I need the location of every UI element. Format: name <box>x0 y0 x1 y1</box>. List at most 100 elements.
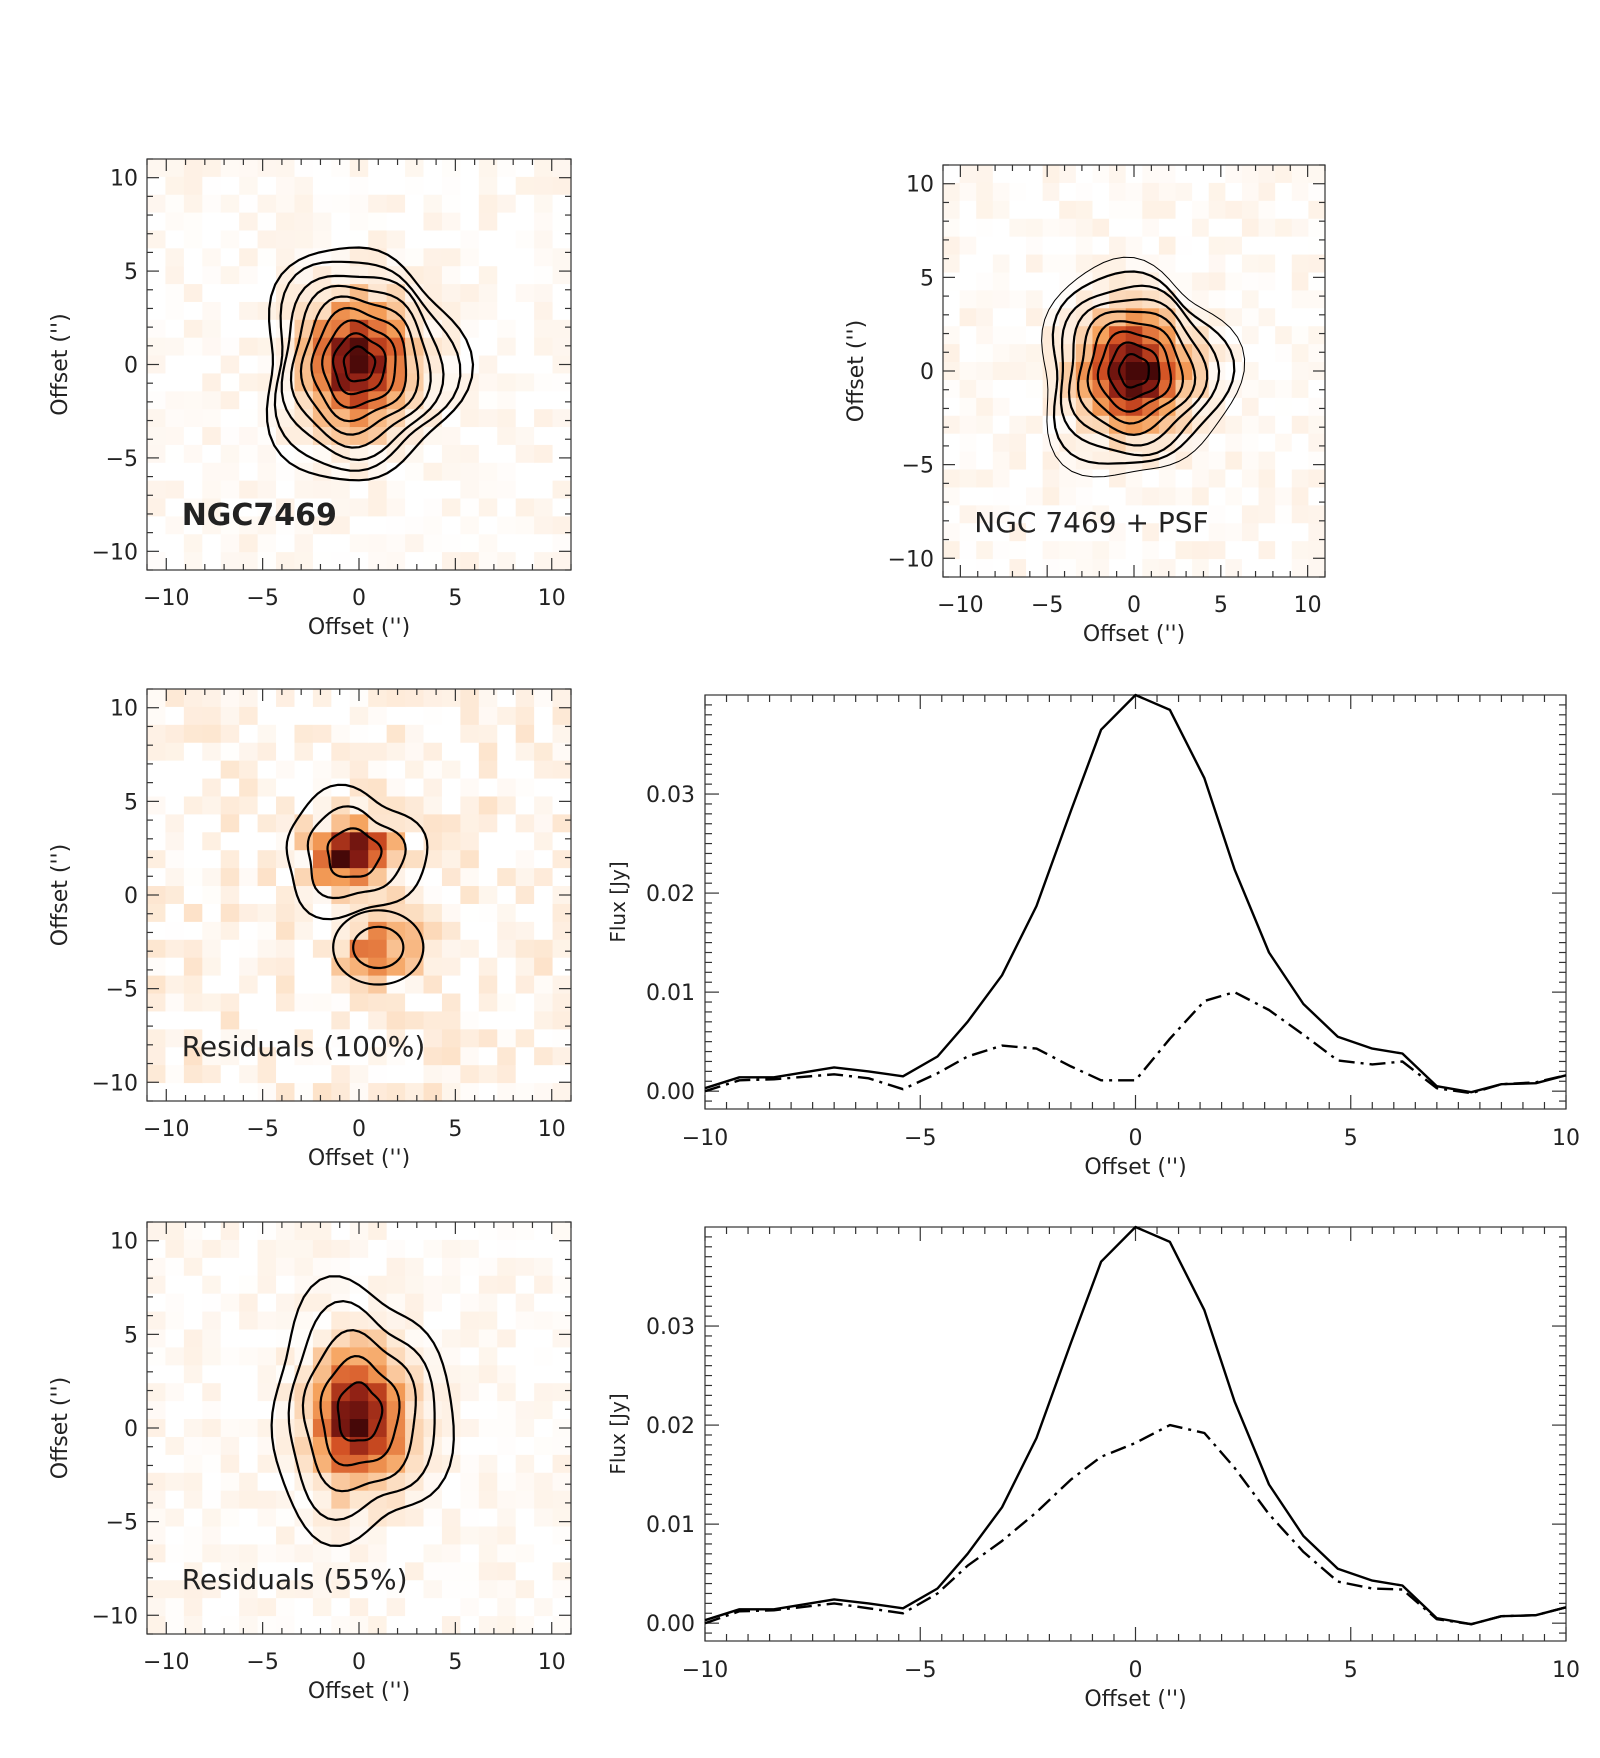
heatmap-cell <box>1275 523 1293 542</box>
heatmap-cell <box>1225 523 1243 542</box>
heatmap-cell <box>331 1347 351 1366</box>
heatmap-cell <box>460 850 480 869</box>
heatmap-cell <box>534 1544 554 1563</box>
heatmap-cell <box>441 230 461 249</box>
heatmap-cell <box>202 939 222 959</box>
heatmap-cell <box>478 832 498 851</box>
heatmap-cell <box>1241 308 1260 327</box>
heatmap-cell <box>405 1047 425 1066</box>
heatmap-cell <box>220 778 240 798</box>
heatmap-cell <box>331 1383 351 1402</box>
series-line-profile <box>704 1225 1567 1626</box>
heatmap-cell <box>959 272 977 291</box>
heatmap-cell <box>312 1011 332 1030</box>
heatmap-cell <box>1175 362 1193 381</box>
heatmap-cell <box>1092 326 1110 345</box>
heatmap-cell <box>943 433 961 453</box>
heatmap-cell <box>294 1347 314 1366</box>
heatmap-cell <box>368 689 388 708</box>
heatmap-cell <box>147 1275 167 1295</box>
heatmap-cell <box>257 975 277 995</box>
heatmap-cell <box>386 921 406 941</box>
heatmap-cell <box>1125 218 1143 238</box>
heatmap-cell <box>1092 559 1110 578</box>
heatmap-cell <box>257 1454 277 1474</box>
heatmap-cell <box>1241 182 1260 202</box>
y-tick-label: −10 <box>92 1604 138 1629</box>
heatmap-cell <box>147 1454 167 1474</box>
heatmap-cell <box>515 212 535 232</box>
heatmap-cell <box>239 1401 259 1420</box>
heatmap-cell <box>478 373 498 392</box>
heatmap-cell <box>423 975 443 995</box>
heatmap-cell <box>423 1401 443 1420</box>
heatmap-cell <box>1225 200 1243 220</box>
heatmap-cell <box>497 868 517 887</box>
heatmap-cell <box>478 355 498 375</box>
heatmap-cell <box>386 444 406 464</box>
heatmap-cell <box>202 337 222 357</box>
heatmap-cell <box>165 939 185 959</box>
heatmap-cell <box>1225 218 1243 238</box>
heatmap-cell <box>478 921 498 941</box>
heatmap-cell <box>147 1029 167 1048</box>
heatmap-cell <box>1225 272 1243 291</box>
heatmap-cell <box>1075 523 1094 542</box>
heatmap-cell <box>423 1239 443 1259</box>
heatmap-cell <box>478 1580 498 1599</box>
heatmap-cell <box>1009 523 1027 542</box>
axis-ticks <box>704 695 1567 1109</box>
heatmap-cell <box>1158 505 1177 524</box>
heatmap-cell <box>220 1580 240 1599</box>
heatmap-cell <box>552 480 572 500</box>
heatmap-cell <box>515 993 535 1013</box>
heatmap-cell <box>1075 308 1094 327</box>
heatmap-cell <box>515 1436 535 1456</box>
heatmap-cell <box>202 706 222 726</box>
heatmap-cell <box>220 1472 240 1492</box>
heatmap-cell <box>405 301 425 321</box>
heatmap-cell <box>331 319 351 339</box>
heatmap-cell <box>1075 182 1094 202</box>
heatmap-cell <box>294 939 314 959</box>
heatmap-cell <box>312 1029 332 1048</box>
heatmap-cell <box>441 1239 461 1259</box>
heatmap-cell <box>552 1011 572 1030</box>
heatmap-cell <box>386 534 406 553</box>
heatmap-cell <box>405 1616 425 1635</box>
heatmap-cell <box>368 1544 388 1563</box>
heatmap-cell <box>165 552 185 571</box>
heatmap-cell <box>147 1436 167 1456</box>
y-tick-label: −10 <box>92 540 138 565</box>
heatmap-cell <box>1009 272 1027 291</box>
heatmap-cell <box>460 1311 480 1331</box>
heatmap-cell <box>368 939 388 959</box>
heatmap-cell <box>294 159 314 178</box>
heatmap-cell <box>515 1311 535 1331</box>
heatmap-cell <box>1026 559 1044 578</box>
heatmap-cell <box>276 796 296 815</box>
heatmap-cell <box>552 1257 572 1277</box>
heatmap-cell <box>534 706 554 726</box>
heatmap-cell <box>460 868 480 887</box>
heatmap-cell <box>183 689 203 708</box>
heatmap-cell <box>368 1580 388 1599</box>
heatmap-cell <box>147 284 167 303</box>
heatmap-cell <box>552 1083 572 1102</box>
heatmap-cell <box>1241 433 1260 453</box>
heatmap-cell <box>1258 326 1276 345</box>
y-tick-label: 10 <box>110 167 138 192</box>
heatmap-cell <box>239 1454 259 1474</box>
heatmap-cell <box>1009 218 1027 238</box>
heatmap-cell <box>386 993 406 1013</box>
heatmap-cell <box>202 1383 222 1402</box>
heatmap-cell <box>552 534 572 553</box>
heatmap-cell <box>478 230 498 249</box>
heatmap-cell <box>183 480 203 500</box>
heatmap-cell <box>294 212 314 232</box>
x-tick-label: −10 <box>143 1117 189 1142</box>
heatmap-cell <box>478 1029 498 1048</box>
heatmap-cell <box>441 1311 461 1331</box>
heatmap-cell <box>515 319 535 339</box>
heatmap-cell <box>239 724 259 744</box>
